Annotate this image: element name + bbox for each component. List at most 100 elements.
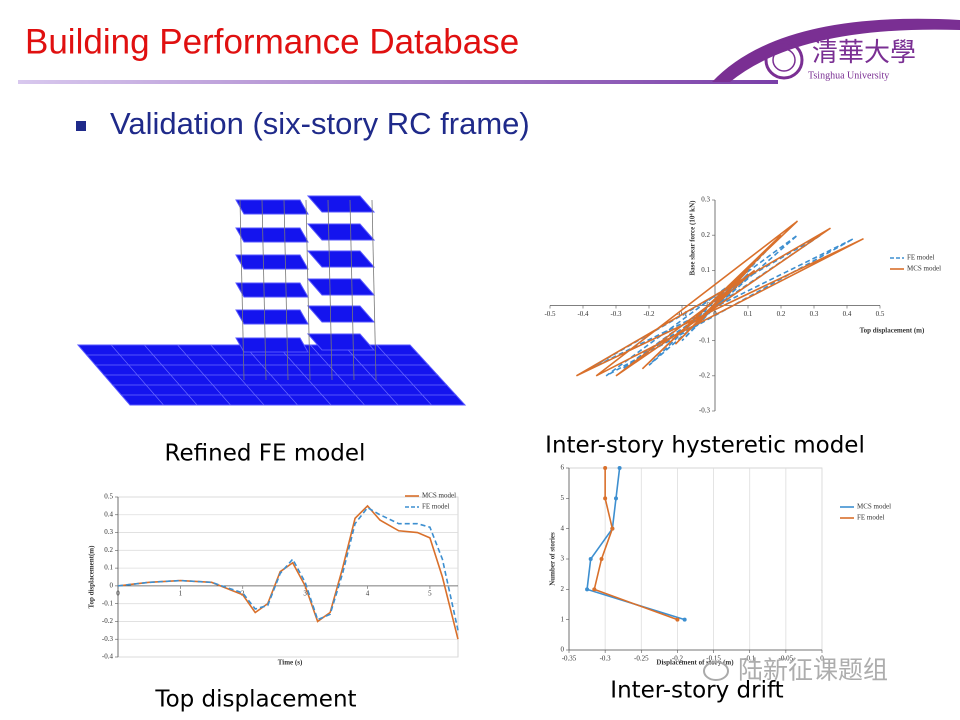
slide-title: Building Performance Database bbox=[25, 22, 519, 61]
mesh-line bbox=[110, 344, 164, 406]
point bbox=[682, 617, 687, 622]
y-tick-label: -0.4 bbox=[102, 653, 114, 661]
y-tick-label: -0.1 bbox=[699, 336, 711, 344]
y-tick-label: 0.1 bbox=[701, 266, 710, 274]
floor-slab bbox=[306, 333, 376, 351]
mesh-line bbox=[310, 344, 365, 406]
fe-model-figure bbox=[76, 195, 467, 406]
caption: Inter-story drift bbox=[610, 678, 783, 704]
x-tick-label: -0.15 bbox=[706, 655, 721, 663]
column bbox=[327, 199, 333, 381]
floor-slab bbox=[235, 309, 309, 325]
x-tick-label: 2 bbox=[241, 589, 245, 597]
y-tick-label: 3 bbox=[561, 555, 565, 563]
floor-slab bbox=[306, 305, 376, 323]
series-line bbox=[586, 467, 685, 621]
chart: -0.5-0.4-0.3-0.2-0.100.10.20.30.40.5-0.3… bbox=[544, 196, 941, 415]
x-axis-label: Displacement of story (m) bbox=[656, 659, 734, 667]
logo-text: 清華大學 bbox=[812, 38, 916, 68]
y-tick-label: 0.3 bbox=[104, 528, 113, 536]
watermark-icon bbox=[703, 661, 729, 681]
y-tick-label: 6 bbox=[561, 464, 565, 472]
y-tick-label: 0.2 bbox=[104, 546, 113, 554]
y-axis-label: Base shear force (10⁴ kN) bbox=[689, 200, 697, 276]
y-tick-label: -0.2 bbox=[699, 371, 711, 379]
x-tick-label: 0.3 bbox=[810, 310, 819, 318]
plot-frame bbox=[568, 467, 823, 651]
legend-label: MCS model bbox=[857, 503, 891, 511]
y-tick-label: -0.2 bbox=[102, 617, 114, 625]
y-tick-label: 2 bbox=[561, 585, 565, 593]
caption: Top displacement bbox=[154, 687, 356, 713]
mesh-line bbox=[177, 344, 231, 406]
x-tick-label: -0.5 bbox=[544, 310, 556, 318]
plot-frame bbox=[117, 496, 459, 658]
x-tick-label: -0.35 bbox=[562, 655, 577, 663]
x-tick-label: 0.1 bbox=[744, 310, 753, 318]
point bbox=[585, 587, 590, 592]
mesh-line bbox=[243, 344, 298, 406]
chart: 012345-0.4-0.3-0.2-0.100.10.20.30.40.5Ti… bbox=[88, 492, 459, 667]
point bbox=[610, 526, 615, 531]
point bbox=[592, 587, 597, 592]
caption: Inter-story hysteretic model bbox=[545, 433, 865, 459]
series-line bbox=[117, 504, 459, 640]
point bbox=[613, 496, 618, 501]
y-tick-label: -0.3 bbox=[699, 407, 711, 415]
y-tick-label: 0.5 bbox=[104, 493, 113, 501]
x-tick-label: -0.1 bbox=[744, 655, 756, 663]
logo-subtext: Tsinghua University bbox=[808, 70, 889, 81]
x-tick-label: -0.3 bbox=[610, 310, 622, 318]
x-tick-label: 0 bbox=[820, 655, 824, 663]
y-tick-label: 1 bbox=[561, 615, 565, 623]
floor-slab bbox=[306, 250, 376, 268]
column bbox=[349, 199, 355, 381]
series-line bbox=[117, 506, 459, 631]
x-axis-label: Top displacement (m) bbox=[860, 327, 925, 335]
logo-seal bbox=[764, 40, 804, 80]
logo-swoosh bbox=[712, 18, 960, 82]
floor-slab bbox=[306, 223, 376, 241]
floor-slab bbox=[235, 227, 309, 243]
legend-label: FE model bbox=[422, 503, 449, 511]
column bbox=[283, 199, 289, 381]
y-tick-label: 5 bbox=[561, 494, 565, 502]
mesh-line bbox=[144, 344, 198, 406]
point bbox=[599, 557, 604, 561]
caption: Refined FE model bbox=[165, 441, 366, 467]
point bbox=[675, 617, 680, 622]
mesh-line bbox=[210, 344, 265, 406]
y-tick-label: 0.1 bbox=[104, 564, 113, 572]
x-tick-label: 3 bbox=[303, 589, 307, 597]
y-tick-label: -0.3 bbox=[102, 635, 114, 643]
x-tick-label: -0.25 bbox=[634, 655, 649, 663]
point bbox=[588, 557, 593, 561]
y-axis-label: Top displacement(m) bbox=[88, 545, 96, 609]
bullet-text: Validation (six-story RC frame) bbox=[110, 106, 530, 141]
legend-label: FE model bbox=[907, 254, 934, 262]
floor-slab bbox=[235, 254, 309, 270]
x-tick-label: 0.4 bbox=[843, 310, 852, 318]
legend-label: FE model bbox=[857, 514, 884, 522]
floor-slab bbox=[235, 199, 309, 215]
mesh-line bbox=[276, 344, 332, 406]
x-tick-label: -0.05 bbox=[779, 655, 794, 663]
y-tick-label: 0.3 bbox=[701, 196, 710, 204]
floor-slab bbox=[306, 278, 376, 296]
logo-seal-inner bbox=[772, 48, 796, 72]
chart: -0.35 -0.3 -0.25 -0.2 -0.15 -0.1 -0.05 0 0 1 2 3 4 5 6… bbox=[549, 464, 891, 667]
series-line bbox=[582, 234, 854, 377]
y-tick-label: 0 bbox=[110, 581, 114, 589]
legend-label: MCS model bbox=[907, 265, 941, 273]
floor-slab bbox=[306, 195, 376, 213]
column bbox=[371, 199, 377, 381]
y-axis-label: Number of stories bbox=[549, 532, 557, 586]
column bbox=[305, 199, 311, 381]
x-tick-label: -0.2 bbox=[672, 655, 684, 663]
x-tick-label: 0.2 bbox=[777, 310, 786, 318]
bullet-marker bbox=[76, 121, 86, 131]
x-tick-label: 4 bbox=[366, 589, 370, 597]
x-tick-label: -0.3 bbox=[600, 655, 612, 663]
